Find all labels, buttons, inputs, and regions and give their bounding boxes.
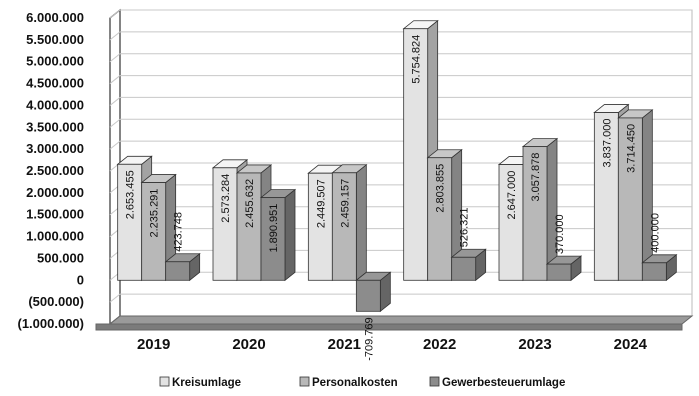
legend-entry: Gewerbesteuerumlage xyxy=(429,376,565,389)
gridline-side xyxy=(109,31,121,41)
data-label: 3.837.000 xyxy=(601,119,613,168)
data-label: 2.449.507 xyxy=(315,179,327,228)
legend-swatch xyxy=(159,376,170,387)
gridline-side xyxy=(109,293,121,303)
bar-gewerbesteuerumlage xyxy=(450,248,487,282)
data-label: -709.769 xyxy=(363,317,375,360)
legend-label: Gewerbesteuerumlage xyxy=(442,377,565,389)
gridline-side xyxy=(109,75,121,84)
floor-front xyxy=(95,323,683,331)
bar-gewerbesteuerumlage xyxy=(355,271,392,313)
legend-label: Kreisumlage xyxy=(172,377,241,389)
y-tick-label: 3.000.000 xyxy=(26,141,84,156)
y-tick-label: 1.500.000 xyxy=(26,207,84,222)
data-label: 400.000 xyxy=(649,213,661,253)
legend-swatch xyxy=(299,376,310,387)
data-label: 2.459.157 xyxy=(339,179,351,228)
data-labels: 2.653.455 2.235.291 423.748 2.573.284 2.455.… xyxy=(125,35,662,361)
x-tick-label: 2020 xyxy=(232,336,265,353)
y-tick-label: 5.000.000 xyxy=(26,54,84,69)
bar-personalkosten xyxy=(331,163,368,282)
data-label: 370.000 xyxy=(554,214,566,254)
y-tick-label: 2.000.000 xyxy=(26,185,84,200)
y-tick-label: 2.500.000 xyxy=(26,163,84,178)
x-tick-label: 2019 xyxy=(137,336,170,353)
data-label: 2.803.855 xyxy=(435,164,447,213)
data-label: 5.754.824 xyxy=(411,35,423,84)
y-tick-label: (1.000.000) xyxy=(18,316,85,331)
gridline-side xyxy=(109,140,121,150)
data-label: 3.057.878 xyxy=(530,153,542,202)
y-tick-label: 500.000 xyxy=(37,250,84,265)
y-tick-label: 4.000.000 xyxy=(26,97,84,112)
y-tick-label: 6.000.000 xyxy=(26,10,84,25)
bar-gewerbesteuerumlage xyxy=(545,255,583,282)
data-label: 1.890.951 xyxy=(268,204,280,253)
y-tick-label: 4.500.000 xyxy=(26,76,84,91)
bar-gewerbesteuerumlage xyxy=(164,252,201,282)
y-tick-label: 1.000.000 xyxy=(26,229,84,244)
bar-gewerbesteuerumlage xyxy=(641,253,678,282)
legend-swatch xyxy=(429,376,440,387)
chart-floor xyxy=(95,315,694,331)
data-label: 2.573.284 xyxy=(220,174,232,223)
legend-entry: Personalkosten xyxy=(299,376,398,389)
gridline-side xyxy=(109,118,121,128)
gridline-side xyxy=(109,9,121,19)
data-label: 2.647.000 xyxy=(506,171,518,220)
y-tick-label: 0 xyxy=(77,272,84,287)
data-label: 2.653.455 xyxy=(125,170,137,219)
x-tick-label: 2023 xyxy=(518,336,551,353)
legend-entry: Kreisumlage xyxy=(159,376,241,389)
y-tick-label: 5.500.000 xyxy=(26,32,84,47)
bar-personalkosten xyxy=(521,137,559,282)
y-tick-label: 3.500.000 xyxy=(26,119,84,134)
legend: Kreisumlage Personalkosten Gewerbesteuerum… xyxy=(159,376,565,389)
x-tick-label: 2022 xyxy=(423,336,456,353)
gridline-side xyxy=(109,97,121,106)
floor-top xyxy=(108,315,694,325)
y-axis: 6.000.000 5.500.000 5.000.000 4.500.000 4.00… xyxy=(18,10,85,331)
data-label: 526.321 xyxy=(459,208,471,248)
bars xyxy=(116,19,678,313)
bar-gewerbesteuerumlage xyxy=(259,188,297,282)
y-tick-label: (500.000) xyxy=(28,294,84,309)
x-tick-label: 2021 xyxy=(328,336,361,353)
bar-personalkosten xyxy=(617,109,654,282)
legend-label: Personalkosten xyxy=(312,377,398,389)
x-tick-label: 2024 xyxy=(614,336,648,353)
gridline-side xyxy=(109,53,121,63)
data-label: 2.235.291 xyxy=(149,189,161,238)
data-label: 423.748 xyxy=(173,212,185,252)
data-label: 2.455.632 xyxy=(244,179,256,228)
x-axis: 2019 2020 2021 2022 2023 2024 xyxy=(137,336,648,353)
data-label: 3.714.450 xyxy=(625,124,637,173)
